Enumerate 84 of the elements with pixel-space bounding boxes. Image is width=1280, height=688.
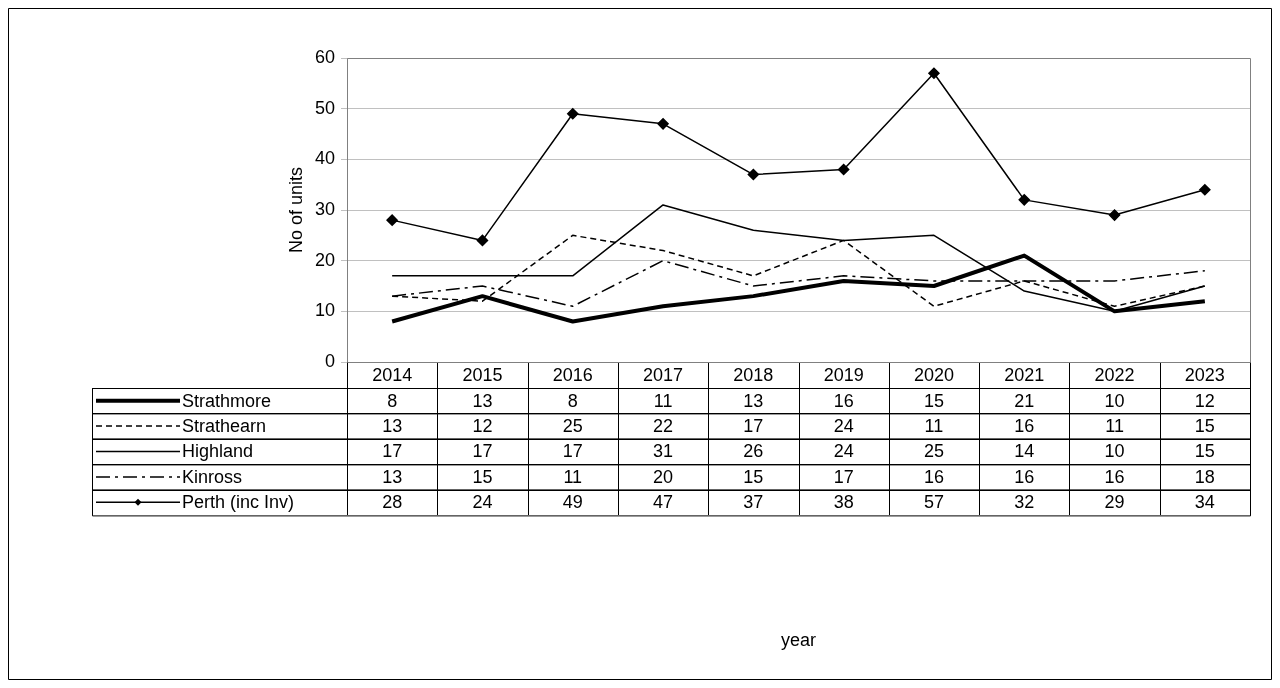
legend-label: Highland bbox=[182, 441, 254, 462]
legend-label: Strathmore bbox=[182, 390, 272, 411]
data-label: 15 bbox=[472, 466, 493, 487]
data-label: 18 bbox=[1194, 466, 1215, 487]
data-label: 26 bbox=[743, 441, 764, 462]
data-label: 16 bbox=[1014, 466, 1035, 487]
data-label: 24 bbox=[833, 416, 854, 437]
x-tick-label: 2022 bbox=[1094, 364, 1135, 385]
point bbox=[567, 107, 579, 120]
text: year bbox=[780, 629, 817, 650]
data-label: 15 bbox=[923, 390, 944, 411]
data-label: 13 bbox=[472, 390, 493, 411]
data-label: 31 bbox=[653, 441, 674, 462]
x-tick-label: 2021 bbox=[1004, 364, 1045, 385]
data-label: 17 bbox=[472, 441, 493, 462]
x-tick-label: 2023 bbox=[1184, 364, 1225, 385]
data-label: 17 bbox=[743, 416, 764, 437]
legend-label: Strathearn bbox=[182, 416, 267, 437]
x-tick-label: 2018 bbox=[733, 364, 774, 385]
point bbox=[747, 168, 760, 181]
y-axis-title: No of units bbox=[285, 166, 306, 254]
point bbox=[837, 163, 850, 176]
data-label: 34 bbox=[1194, 492, 1215, 513]
data-label: 22 bbox=[653, 416, 674, 437]
data-label: 25 bbox=[562, 416, 583, 437]
x-tick-label: 2020 bbox=[913, 364, 954, 385]
data-label: 11 bbox=[563, 466, 583, 487]
data-label: 17 bbox=[562, 441, 583, 462]
data-label: 25 bbox=[923, 441, 944, 462]
data-label: 16 bbox=[1104, 466, 1125, 487]
y-tick-label: 20 bbox=[314, 249, 335, 270]
legend-label: Kinross bbox=[182, 466, 243, 487]
x-tick-label: 2014 bbox=[372, 364, 413, 385]
point bbox=[657, 118, 669, 130]
data-label: 17 bbox=[382, 441, 403, 462]
y-tick-label: 40 bbox=[314, 148, 335, 169]
data-label: 12 bbox=[1194, 390, 1215, 411]
data-label: 13 bbox=[382, 466, 403, 487]
data-label: 16 bbox=[923, 466, 944, 487]
x-tick-label: 2016 bbox=[552, 364, 593, 385]
data-label: 11 bbox=[653, 390, 673, 411]
data-label: 20 bbox=[653, 466, 674, 487]
data-label: 8 bbox=[567, 390, 578, 411]
x-tick-label: 2015 bbox=[462, 364, 503, 385]
data-label: 21 bbox=[1014, 390, 1035, 411]
point bbox=[476, 234, 489, 247]
data-label: 28 bbox=[382, 492, 403, 513]
data-label: 13 bbox=[743, 390, 764, 411]
data-label: 14 bbox=[1014, 441, 1035, 462]
y-tick-label: 10 bbox=[314, 300, 335, 321]
data-label: 38 bbox=[833, 492, 854, 513]
y-tick-label: 60 bbox=[314, 46, 335, 67]
data-label: 11 bbox=[1105, 416, 1124, 437]
y-tick-label: 0 bbox=[324, 350, 335, 371]
point bbox=[386, 214, 398, 226]
point bbox=[1199, 183, 1211, 196]
data-label: 32 bbox=[1014, 492, 1035, 513]
y-tick-label: 50 bbox=[314, 97, 335, 118]
data-label: 16 bbox=[1014, 416, 1035, 437]
data-label: 37 bbox=[743, 492, 764, 513]
x-tick-label: 2019 bbox=[823, 364, 864, 385]
y-tick-label: 30 bbox=[314, 198, 335, 219]
point bbox=[1018, 194, 1030, 206]
data-label: 11 bbox=[924, 416, 944, 437]
data-label: 12 bbox=[472, 416, 493, 437]
data-label: 24 bbox=[833, 441, 854, 462]
data-label: 8 bbox=[387, 390, 398, 411]
data-label: 57 bbox=[923, 492, 944, 513]
data-label: 29 bbox=[1104, 492, 1125, 513]
data-label: 15 bbox=[1194, 416, 1215, 437]
data-label: 13 bbox=[382, 416, 403, 437]
data-label: 10 bbox=[1104, 390, 1125, 411]
data-label: 16 bbox=[833, 390, 854, 411]
legend-label: Perth (inc Inv) bbox=[182, 492, 295, 513]
data-label: 24 bbox=[472, 492, 493, 513]
data-label: 47 bbox=[653, 492, 674, 513]
data-label: 15 bbox=[1194, 441, 1215, 462]
data-label: 10 bbox=[1104, 441, 1125, 462]
data-label: 17 bbox=[833, 466, 854, 487]
point bbox=[928, 67, 940, 79]
data-label: 15 bbox=[743, 466, 764, 487]
data-label: 49 bbox=[562, 492, 583, 513]
x-tick-label: 2017 bbox=[643, 364, 684, 385]
point bbox=[1108, 209, 1121, 221]
